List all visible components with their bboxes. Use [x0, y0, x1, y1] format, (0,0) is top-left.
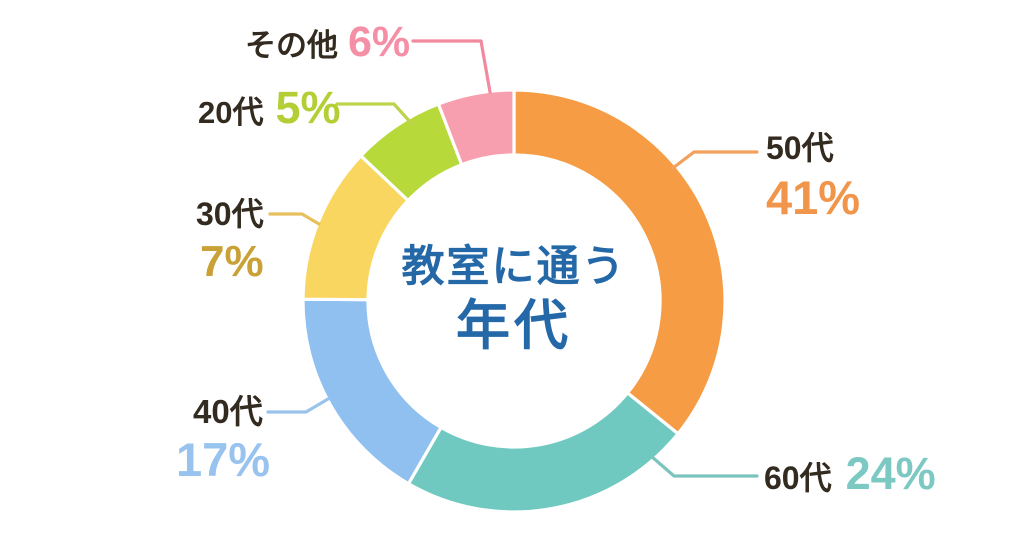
- label-30s-name: 30代: [196, 196, 264, 232]
- label-other-name: その他: [245, 28, 338, 63]
- label-20s-value: 5%: [275, 82, 341, 133]
- label-other: その他 6%: [245, 18, 411, 66]
- leader-line-other: [411, 39, 492, 94]
- donut-slice-50代: [512, 88, 727, 436]
- leader-line-20s: [335, 102, 414, 126]
- leader-line-40s: [266, 397, 330, 414]
- label-50s-value: 41%: [766, 170, 861, 224]
- center-title-line2: 年代: [456, 295, 572, 356]
- donut-slice-60代: [406, 391, 680, 514]
- label-60s: 60代 24%: [764, 449, 936, 499]
- donut-slice-その他: [436, 88, 516, 167]
- label-40s: 40代 17%: [176, 393, 271, 486]
- label-20s-name: 20代: [198, 95, 264, 130]
- label-40s-name: 40代: [193, 393, 263, 430]
- label-30s-value: 7%: [200, 236, 264, 286]
- label-20s: 20代 5%: [198, 83, 341, 133]
- donut-slices: [301, 88, 727, 514]
- label-50s-name: 50代: [766, 130, 834, 166]
- center-title-line1: 教室に通う: [401, 242, 627, 291]
- leader-line-30s: [268, 212, 321, 226]
- label-60s-name: 60代: [764, 460, 832, 496]
- chart-center-title: 教室に通う 年代: [402, 241, 627, 357]
- label-50s: 50代 41%: [766, 130, 861, 224]
- label-40s-value: 17%: [176, 432, 271, 486]
- leader-line-60s: [649, 454, 759, 478]
- leader-line-50s: [671, 150, 759, 170]
- label-other-value: 6%: [348, 18, 411, 66]
- label-30s: 30代 7%: [196, 196, 264, 286]
- label-60s-value: 24%: [845, 448, 936, 499]
